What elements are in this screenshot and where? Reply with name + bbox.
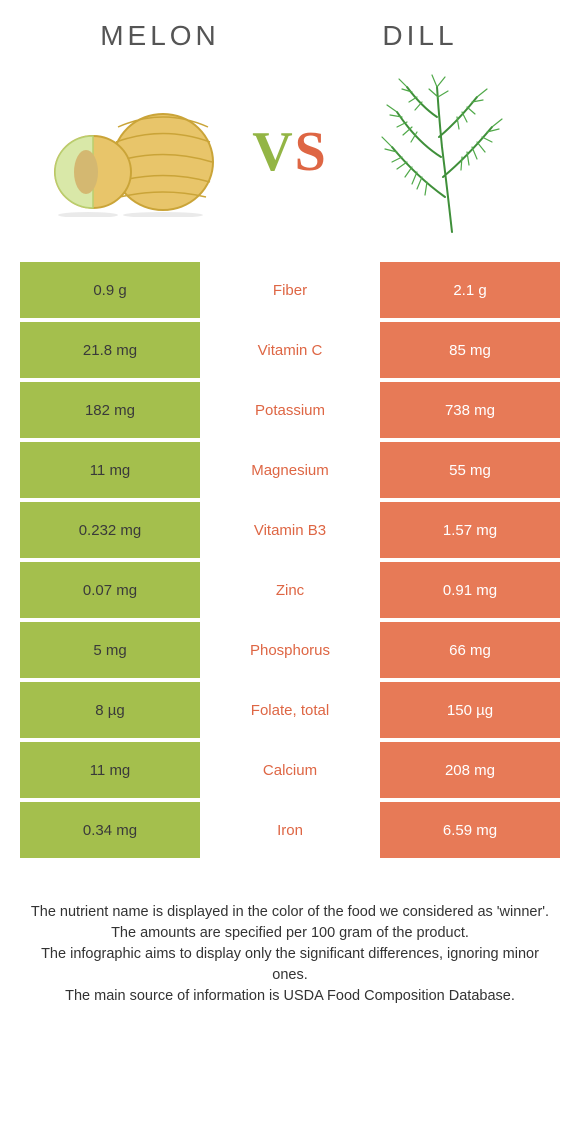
table-row: 21.8 mgVitamin C85 mg xyxy=(20,322,560,378)
right-value: 85 mg xyxy=(380,322,560,378)
right-value: 0.91 mg xyxy=(380,562,560,618)
nutrient-label: Potassium xyxy=(200,382,380,438)
right-value: 208 mg xyxy=(380,742,560,798)
nutrient-label: Fiber xyxy=(200,262,380,318)
table-row: 0.232 mgVitamin B31.57 mg xyxy=(20,502,560,558)
footer-notes: The nutrient name is displayed in the co… xyxy=(0,862,580,1007)
table-row: 11 mgMagnesium55 mg xyxy=(20,442,560,498)
nutrient-table: 0.9 gFiber2.1 g21.8 mgVitamin C85 mg182 … xyxy=(0,262,580,858)
nutrient-label: Iron xyxy=(200,802,380,858)
nutrient-label: Magnesium xyxy=(200,442,380,498)
left-value: 182 mg xyxy=(20,382,200,438)
left-value: 0.07 mg xyxy=(20,562,200,618)
left-value: 11 mg xyxy=(20,742,200,798)
dill-image xyxy=(334,72,550,232)
melon-icon xyxy=(48,87,228,217)
right-value: 55 mg xyxy=(380,442,560,498)
right-value: 6.59 mg xyxy=(380,802,560,858)
footer-line-1: The nutrient name is displayed in the co… xyxy=(30,902,550,923)
left-value: 0.232 mg xyxy=(20,502,200,558)
left-value: 0.34 mg xyxy=(20,802,200,858)
left-value: 0.9 g xyxy=(20,262,200,318)
nutrient-label: Phosphorus xyxy=(200,622,380,678)
right-value: 1.57 mg xyxy=(380,502,560,558)
right-food-title: DILL xyxy=(290,20,550,52)
right-value: 738 mg xyxy=(380,382,560,438)
vs-v: V xyxy=(252,121,294,183)
vs-s: S xyxy=(295,121,328,183)
vs-label: VS xyxy=(246,120,334,184)
table-row: 0.34 mgIron6.59 mg xyxy=(20,802,560,858)
left-value: 8 µg xyxy=(20,682,200,738)
table-row: 0.9 gFiber2.1 g xyxy=(20,262,560,318)
footer-line-3: The infographic aims to display only the… xyxy=(30,944,550,986)
right-value: 150 µg xyxy=(380,682,560,738)
table-row: 182 mgPotassium738 mg xyxy=(20,382,560,438)
nutrient-label: Vitamin C xyxy=(200,322,380,378)
melon-image xyxy=(30,72,246,232)
table-row: 11 mgCalcium208 mg xyxy=(20,742,560,798)
table-row: 5 mgPhosphorus66 mg xyxy=(20,622,560,678)
table-row: 8 µgFolate, total150 µg xyxy=(20,682,560,738)
title-row: MELON DILL xyxy=(0,20,580,52)
right-value: 66 mg xyxy=(380,622,560,678)
left-value: 5 mg xyxy=(20,622,200,678)
left-food-title: MELON xyxy=(30,20,290,52)
nutrient-label: Vitamin B3 xyxy=(200,502,380,558)
hero-row: VS xyxy=(0,62,580,262)
left-value: 21.8 mg xyxy=(20,322,200,378)
nutrient-label: Calcium xyxy=(200,742,380,798)
nutrient-label: Zinc xyxy=(200,562,380,618)
left-value: 11 mg xyxy=(20,442,200,498)
nutrient-label: Folate, total xyxy=(200,682,380,738)
right-value: 2.1 g xyxy=(380,262,560,318)
footer-line-4: The main source of information is USDA F… xyxy=(30,986,550,1007)
dill-icon xyxy=(357,67,527,237)
table-row: 0.07 mgZinc0.91 mg xyxy=(20,562,560,618)
footer-line-2: The amounts are specified per 100 gram o… xyxy=(30,923,550,944)
